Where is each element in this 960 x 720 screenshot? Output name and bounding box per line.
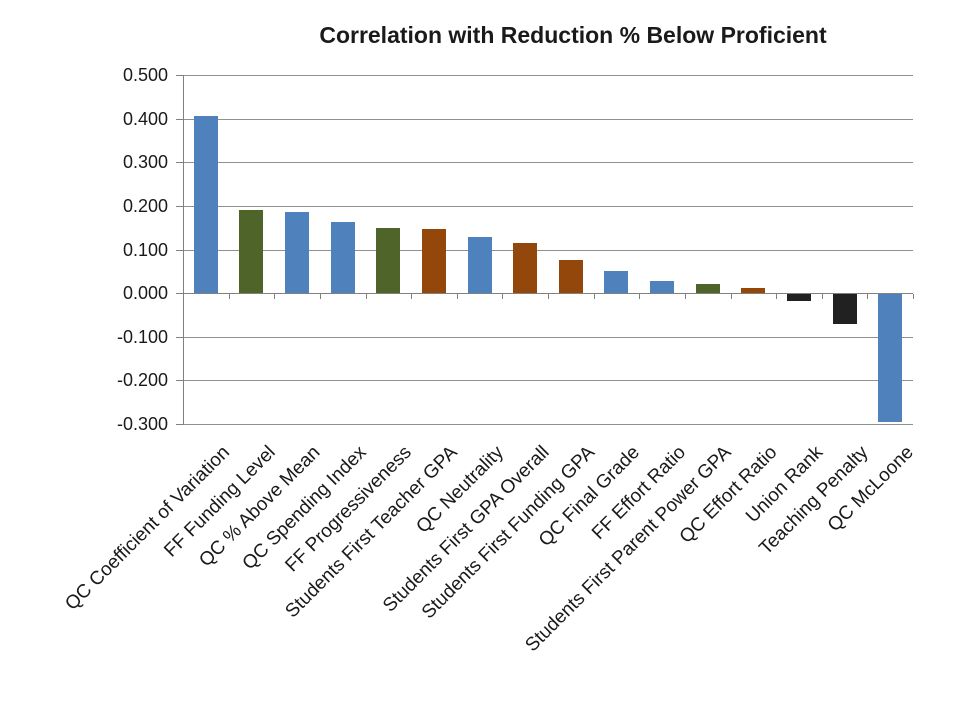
bar-students-first-teacher-gpa bbox=[421, 229, 446, 294]
bar-qc-above-mean bbox=[285, 211, 310, 294]
x-axis-tick bbox=[319, 294, 321, 300]
x-axis-tick bbox=[776, 294, 778, 300]
bar-union-rank bbox=[786, 294, 811, 302]
x-axis-tick bbox=[639, 294, 641, 300]
y-axis-tick bbox=[176, 424, 183, 425]
gridline--0.100 bbox=[183, 336, 913, 338]
x-axis-tick bbox=[228, 294, 230, 300]
y-axis-tick bbox=[176, 162, 183, 164]
x-axis-tick bbox=[593, 294, 595, 300]
x-axis-tick bbox=[913, 294, 914, 300]
y-axis-tick bbox=[176, 205, 183, 207]
x-axis-tick bbox=[411, 294, 413, 300]
bar-qc-neutrality bbox=[467, 237, 492, 294]
y-axis-tick bbox=[176, 380, 183, 382]
bar-students-first-funding-gpa bbox=[558, 259, 583, 294]
x-axis-tick bbox=[548, 294, 549, 300]
x-axis-tick bbox=[821, 294, 823, 300]
x-axis-tick bbox=[274, 294, 276, 300]
bar-teaching-penalty bbox=[832, 294, 857, 324]
bar-students-first-parent-power-gpa bbox=[695, 283, 720, 294]
x-axis-tick bbox=[502, 294, 504, 300]
chart-title: Correlation with Reduction % Below Profi… bbox=[319, 22, 827, 48]
bar-qc-effort-ratio bbox=[741, 287, 766, 294]
y-axis-tick-label: 0.300 bbox=[122, 152, 168, 173]
bar-students-first-gpa-overall bbox=[513, 242, 538, 294]
y-axis-tick bbox=[176, 336, 183, 338]
bar-ff-effort-ratio bbox=[650, 281, 675, 294]
bar-qc-mcloone bbox=[878, 294, 903, 423]
y-axis-tick-label: -0.100 bbox=[116, 326, 168, 347]
y-axis-tick-label: -0.200 bbox=[116, 370, 168, 391]
gridline-0.500 bbox=[183, 75, 913, 76]
bar-qc-final-grade bbox=[604, 270, 629, 294]
y-axis-tick-label: 0.200 bbox=[122, 195, 168, 216]
y-axis-tick bbox=[176, 249, 183, 251]
x-axis-tick bbox=[867, 294, 869, 300]
gridline-0.400 bbox=[183, 118, 913, 120]
bar-qc-spending-index bbox=[330, 222, 355, 294]
bar-qc-coefficient-of-variation bbox=[193, 116, 218, 294]
y-axis-tick-label: 0.100 bbox=[122, 239, 168, 260]
y-axis-tick bbox=[176, 118, 183, 120]
x-axis-tick bbox=[365, 294, 367, 300]
bar-ff-progressiveness bbox=[376, 227, 401, 294]
y-axis-tick bbox=[176, 293, 183, 295]
x-axis-tick bbox=[730, 294, 732, 300]
bar-ff-funding-level bbox=[239, 209, 264, 294]
gridline-0.100 bbox=[183, 249, 913, 251]
gridline--0.200 bbox=[183, 380, 913, 382]
y-axis-tick bbox=[176, 75, 183, 76]
y-axis-tick-label: 0.000 bbox=[122, 283, 168, 304]
y-axis-tick-label: 0.400 bbox=[122, 108, 168, 129]
y-axis-tick-label: 0.500 bbox=[122, 65, 168, 85]
gridline--0.300 bbox=[183, 424, 913, 425]
y-axis-tick-label: -0.300 bbox=[116, 414, 168, 434]
x-axis-tick bbox=[456, 294, 458, 300]
x-axis-tick bbox=[684, 294, 686, 300]
plot-area bbox=[183, 75, 913, 425]
gridline-0.300 bbox=[183, 162, 913, 164]
x-axis-line bbox=[183, 293, 913, 295]
y-axis-line bbox=[183, 75, 184, 425]
gridline-0.200 bbox=[183, 205, 913, 207]
